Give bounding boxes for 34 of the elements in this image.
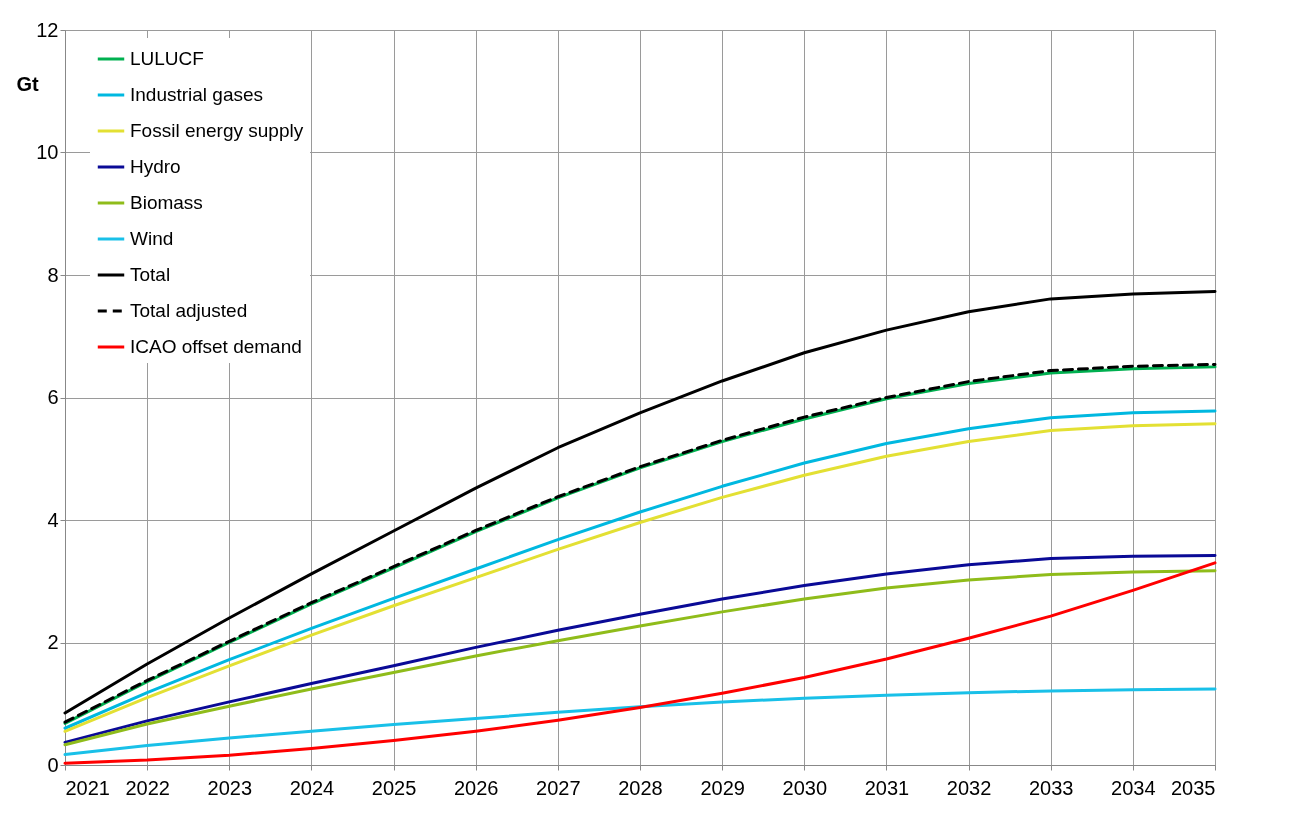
legend-label: Fossil energy supply [130,120,304,141]
x-tick-label: 2023 [207,776,253,799]
legend-label: Hydro [130,156,181,177]
legend-label: Biomass [130,192,203,213]
x-tick-label: 2026 [453,776,499,799]
x-tick-label: 2030 [782,776,828,799]
y-tick-label: 8 [47,263,59,286]
x-tick-label: 2035 [1171,776,1216,799]
x-tick-label: 2025 [371,776,417,799]
x-tick-label: 2027 [536,776,581,799]
x-tick-label: 2028 [618,776,663,799]
legend-label: Total adjusted [130,300,248,321]
legend-label: Total [130,264,171,285]
y-tick-label: 0 [47,753,59,776]
x-tick-label: 2032 [946,776,992,799]
x-tick-label: 2022 [125,776,170,799]
x-tick-label: 2029 [700,776,745,799]
legend-label: LULUCF [130,48,204,69]
y-tick-label: 10 [36,141,59,163]
x-tick-label: 2031 [864,776,910,799]
x-tick-label: 2021 [65,776,110,799]
legend-label: Industrial gases [130,84,264,105]
line-series [63,687,1217,757]
line-series [63,290,1217,715]
y-tick-label: 4 [47,508,59,531]
legend-label: ICAO offset demand [130,336,302,357]
y-axis-title: Gt [16,72,39,95]
x-tick-label: 2024 [289,776,335,799]
x-tick-label: 2034 [1111,776,1156,799]
legend-label: Wind [130,228,174,249]
x-tick-label: 2033 [1028,776,1074,799]
y-tick-label: 2 [47,631,59,653]
y-tick-label: 6 [47,386,59,408]
y-tick-label: 12 [36,18,59,41]
